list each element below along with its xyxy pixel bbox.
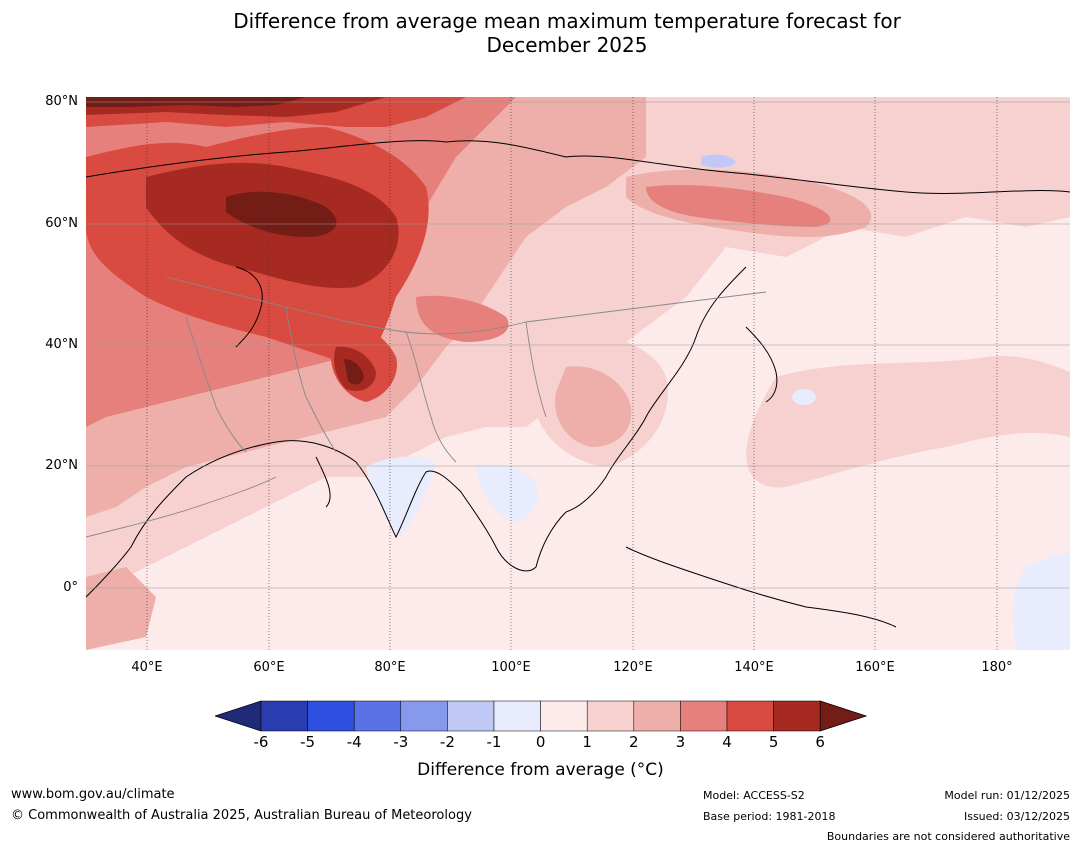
colorbar-tick-label: 4 [722,733,732,751]
lon-label-160e: 160°E [855,660,895,675]
colorbar-tick-label: -1 [486,733,502,751]
colorbar-segment [773,700,821,732]
lon-label-180: 180° [981,660,1013,675]
colorbar-tick-label: 3 [675,733,686,751]
issued-text: Issued: 03/12/2025 [963,810,1070,823]
latitude-gridlines [86,101,1070,589]
colorbar-segment [260,700,308,732]
website-link[interactable]: www.bom.gov.au/climate [11,787,175,802]
anomaly-region-below-0-south-pacific [792,389,816,405]
model-text: Model: ACCESS-S2 [703,789,805,802]
colorbar-label: Difference from average (°C) [0,760,1081,780]
colorbar-segment [586,700,635,732]
colorbar-tick-label: 2 [629,733,639,751]
colorbar-tick-label: -6 [253,733,269,751]
colorbar-segment [353,700,402,732]
colorbar-segment [680,700,728,732]
copyright-text: © Commonwealth of Australia 2025, Austra… [11,808,472,823]
colorbar-segment [447,700,495,732]
colorbar-tick-label: -3 [393,733,409,751]
lat-label-0: 0° [63,580,78,595]
title-line-1: Difference from average mean maximum tem… [233,9,901,33]
anomaly-region-above-6-tibet [344,359,364,385]
lon-label-80e: 80°E [374,660,406,675]
colorbar-tick-label: 6 [815,733,825,751]
colorbar-tick-label: -2 [439,733,455,751]
forecast-map [86,97,1070,650]
longitude-gridlines [146,97,998,650]
anomaly-region-above-6 [226,191,337,237]
anomaly-region-below-0-pacific [1013,552,1070,650]
lat-label-40n: 40°N [45,337,78,352]
lat-label-20n: 20°N [45,458,78,473]
colorbar-arrow-above [819,700,867,732]
title-line-2: December 2025 [486,33,648,57]
lon-label-40e: 40°E [131,660,163,675]
lon-label-60e: 60°E [253,660,285,675]
colorbar-segment [540,700,588,732]
lon-label-120e: 120°E [613,660,653,675]
anomaly-region-2-3-south-china [555,366,632,447]
colorbar-segment [307,700,355,732]
base-period-text: Base period: 1981-2018 [703,810,836,823]
colorbar-segment [493,700,541,732]
colorbar-tick-label: 1 [582,733,592,751]
anomaly-region-3-4-east [646,185,831,227]
colorbar-segment [400,700,448,732]
country-borders [86,276,767,538]
colorbar-segment [726,700,774,732]
lon-label-100e: 100°E [491,660,531,675]
anomaly-region-below-0-india [366,456,436,537]
colorbar-tick-label: -4 [346,733,362,751]
colorbar-label-text: Difference from average (°C) [417,760,664,780]
colorbar-tick-label: -5 [300,733,316,751]
colorbar-tick-label: 0 [535,733,546,751]
anomaly-region-1-2-east [746,355,1070,488]
chart-title: Difference from average mean maximum tem… [0,9,1081,57]
coastlines [86,140,1070,628]
lat-label-80n: 80°N [45,94,78,109]
model-run-text: Model run: 01/12/2025 [944,789,1070,802]
colorbar [215,700,867,732]
lon-label-140e: 140°E [734,660,774,675]
colorbar-tick-label: 5 [768,733,779,751]
colorbar-segment [633,700,681,732]
lat-label-60n: 60°N [45,216,78,231]
anomaly-region-below-0-east-siberia [701,154,736,168]
anomaly-region-below-0-indochina [476,465,538,522]
boundaries-note: Boundaries are not considered authoritat… [826,830,1070,843]
colorbar-arrow-below [215,700,262,732]
